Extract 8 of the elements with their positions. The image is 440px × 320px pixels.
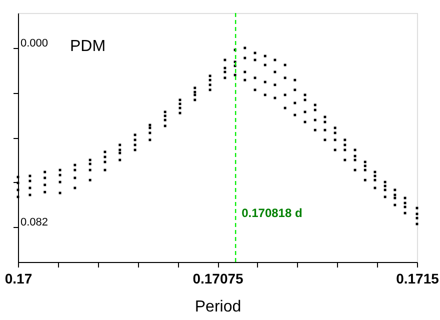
annotation: PDM: [70, 38, 106, 55]
y-tick-label: 0.082: [20, 216, 48, 229]
x-tick-label: 0.1715: [396, 270, 440, 286]
x-axis-title: Period: [194, 298, 242, 316]
y-tick-label: 0.000: [20, 37, 48, 50]
ref-line-label: 0.170818 d: [242, 206, 302, 220]
x-tick-label: 0.17075: [192, 270, 244, 286]
x-tick-label: 0.17: [4, 270, 32, 286]
